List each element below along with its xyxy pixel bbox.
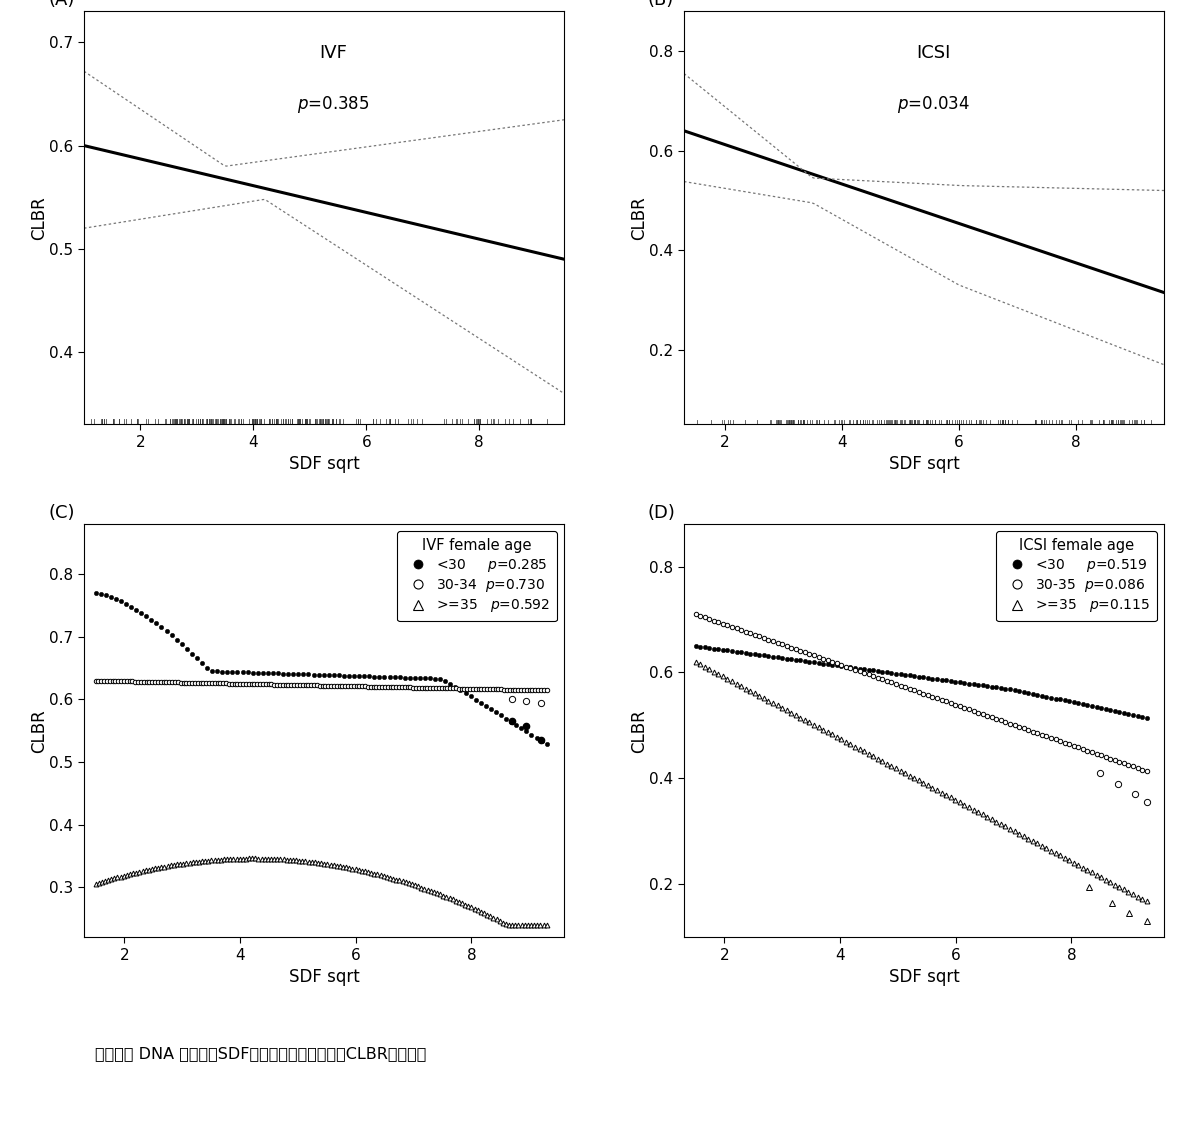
Y-axis label: CLBR: CLBR	[630, 709, 648, 753]
X-axis label: SDF sqrt: SDF sqrt	[889, 456, 959, 473]
Text: 図．精子 DNA 断片化（SDF）と累積生児出生率（CLBR）の相関: 図．精子 DNA 断片化（SDF）と累積生児出生率（CLBR）の相関	[95, 1046, 426, 1060]
Legend: <30     $\it{p}$=0.519, 30-35  $\it{p}$=0.086, >=35   $\it{p}$=0.115: <30 $\it{p}$=0.519, 30-35 $\it{p}$=0.086…	[996, 531, 1157, 621]
Text: ICSI: ICSI	[917, 44, 950, 62]
Legend: <30     $\it{p}$=0.285, 30-34  $\it{p}$=0.730, >=35   $\it{p}$=0.592: <30 $\it{p}$=0.285, 30-34 $\it{p}$=0.730…	[397, 531, 557, 621]
X-axis label: SDF sqrt: SDF sqrt	[289, 968, 359, 987]
Text: (B): (B)	[648, 0, 674, 9]
Y-axis label: CLBR: CLBR	[30, 709, 48, 753]
Text: $\it{p}$=0.385: $\it{p}$=0.385	[298, 94, 370, 115]
Y-axis label: CLBR: CLBR	[630, 196, 648, 239]
Text: (D): (D)	[648, 503, 676, 522]
Y-axis label: CLBR: CLBR	[30, 196, 48, 239]
Text: (C): (C)	[48, 503, 74, 522]
Text: IVF: IVF	[319, 44, 348, 62]
X-axis label: SDF sqrt: SDF sqrt	[289, 456, 359, 473]
Text: $\it{p}$=0.034: $\it{p}$=0.034	[898, 94, 970, 115]
X-axis label: SDF sqrt: SDF sqrt	[889, 968, 959, 987]
Text: (A): (A)	[48, 0, 74, 9]
